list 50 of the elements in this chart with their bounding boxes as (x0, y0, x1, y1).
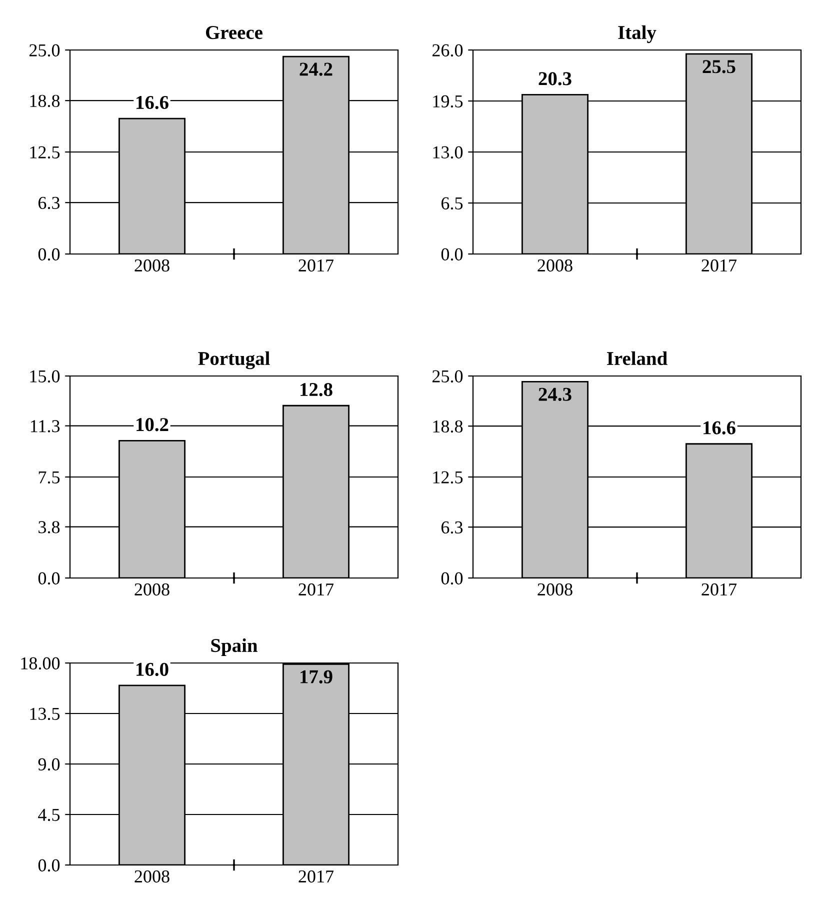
y-tick-label: 13.0 (433, 146, 463, 159)
data-label: 10.2 (136, 418, 168, 432)
data-label: 24.2 (300, 62, 332, 76)
y-tick-label: 25.0 (29, 44, 60, 57)
data-label: 17.9 (300, 670, 332, 684)
y-tick-label: 12.5 (30, 146, 60, 159)
chart-title: Spain (211, 638, 258, 656)
y-tick-label: 18.8 (433, 420, 463, 433)
data-label: 20.3 (538, 72, 572, 86)
y-tick-label: 11.3 (30, 420, 60, 432)
y-tick-label: 6.3 (441, 521, 463, 534)
x-tick-label: 2017 (298, 870, 334, 883)
y-tick-label: 0.0 (38, 572, 60, 585)
y-tick-label: 0.0 (441, 572, 463, 585)
y-tick-label: 9.0 (38, 758, 60, 771)
data-label: 16.6 (136, 96, 168, 110)
y-tick-label: 18.00 (21, 657, 60, 670)
y-tick-label: 6.3 (38, 196, 60, 210)
x-tick-label: 2017 (298, 259, 334, 272)
y-tick-label: 0.0 (38, 859, 60, 872)
y-tick-label: 26.0 (432, 44, 463, 57)
data-label: 24.3 (538, 388, 572, 401)
y-tick-label: 12.5 (433, 471, 463, 484)
data-label: 16.0 (136, 662, 168, 676)
data-label: 16.6 (704, 421, 736, 434)
y-tick-label: 0.0 (441, 248, 463, 261)
chart-title: Portugal (198, 351, 270, 370)
x-tick-label: 2008 (134, 259, 170, 272)
x-tick-label: 2008 (134, 870, 170, 883)
x-tick-label: 2017 (702, 583, 737, 596)
x-tick-label: 2017 (702, 259, 737, 272)
x-tick-label: 2008 (538, 259, 572, 272)
chart-title: Greece (206, 26, 262, 40)
y-tick-label: 15.0 (30, 370, 60, 383)
x-tick-label: 2008 (538, 583, 572, 596)
y-tick-label: 19.5 (433, 95, 463, 108)
y-tick-label: 7.5 (38, 471, 60, 484)
y-tick-label: 13.5 (30, 708, 60, 720)
y-tick-label: 3.8 (38, 521, 60, 534)
data-label: 25.5 (702, 60, 736, 74)
y-tick-label: 25.0 (432, 370, 463, 383)
x-tick-label: 2008 (134, 583, 170, 596)
data-label: 12.8 (300, 383, 332, 396)
y-tick-label: 18.8 (30, 94, 60, 108)
y-tick-label: 4.5 (38, 808, 60, 822)
chart-title: Italy (618, 25, 656, 44)
y-tick-label: 0.0 (38, 248, 60, 261)
y-tick-label: 6.5 (441, 197, 463, 210)
x-tick-label: 2017 (298, 583, 334, 596)
chart-title: Ireland (607, 351, 668, 366)
